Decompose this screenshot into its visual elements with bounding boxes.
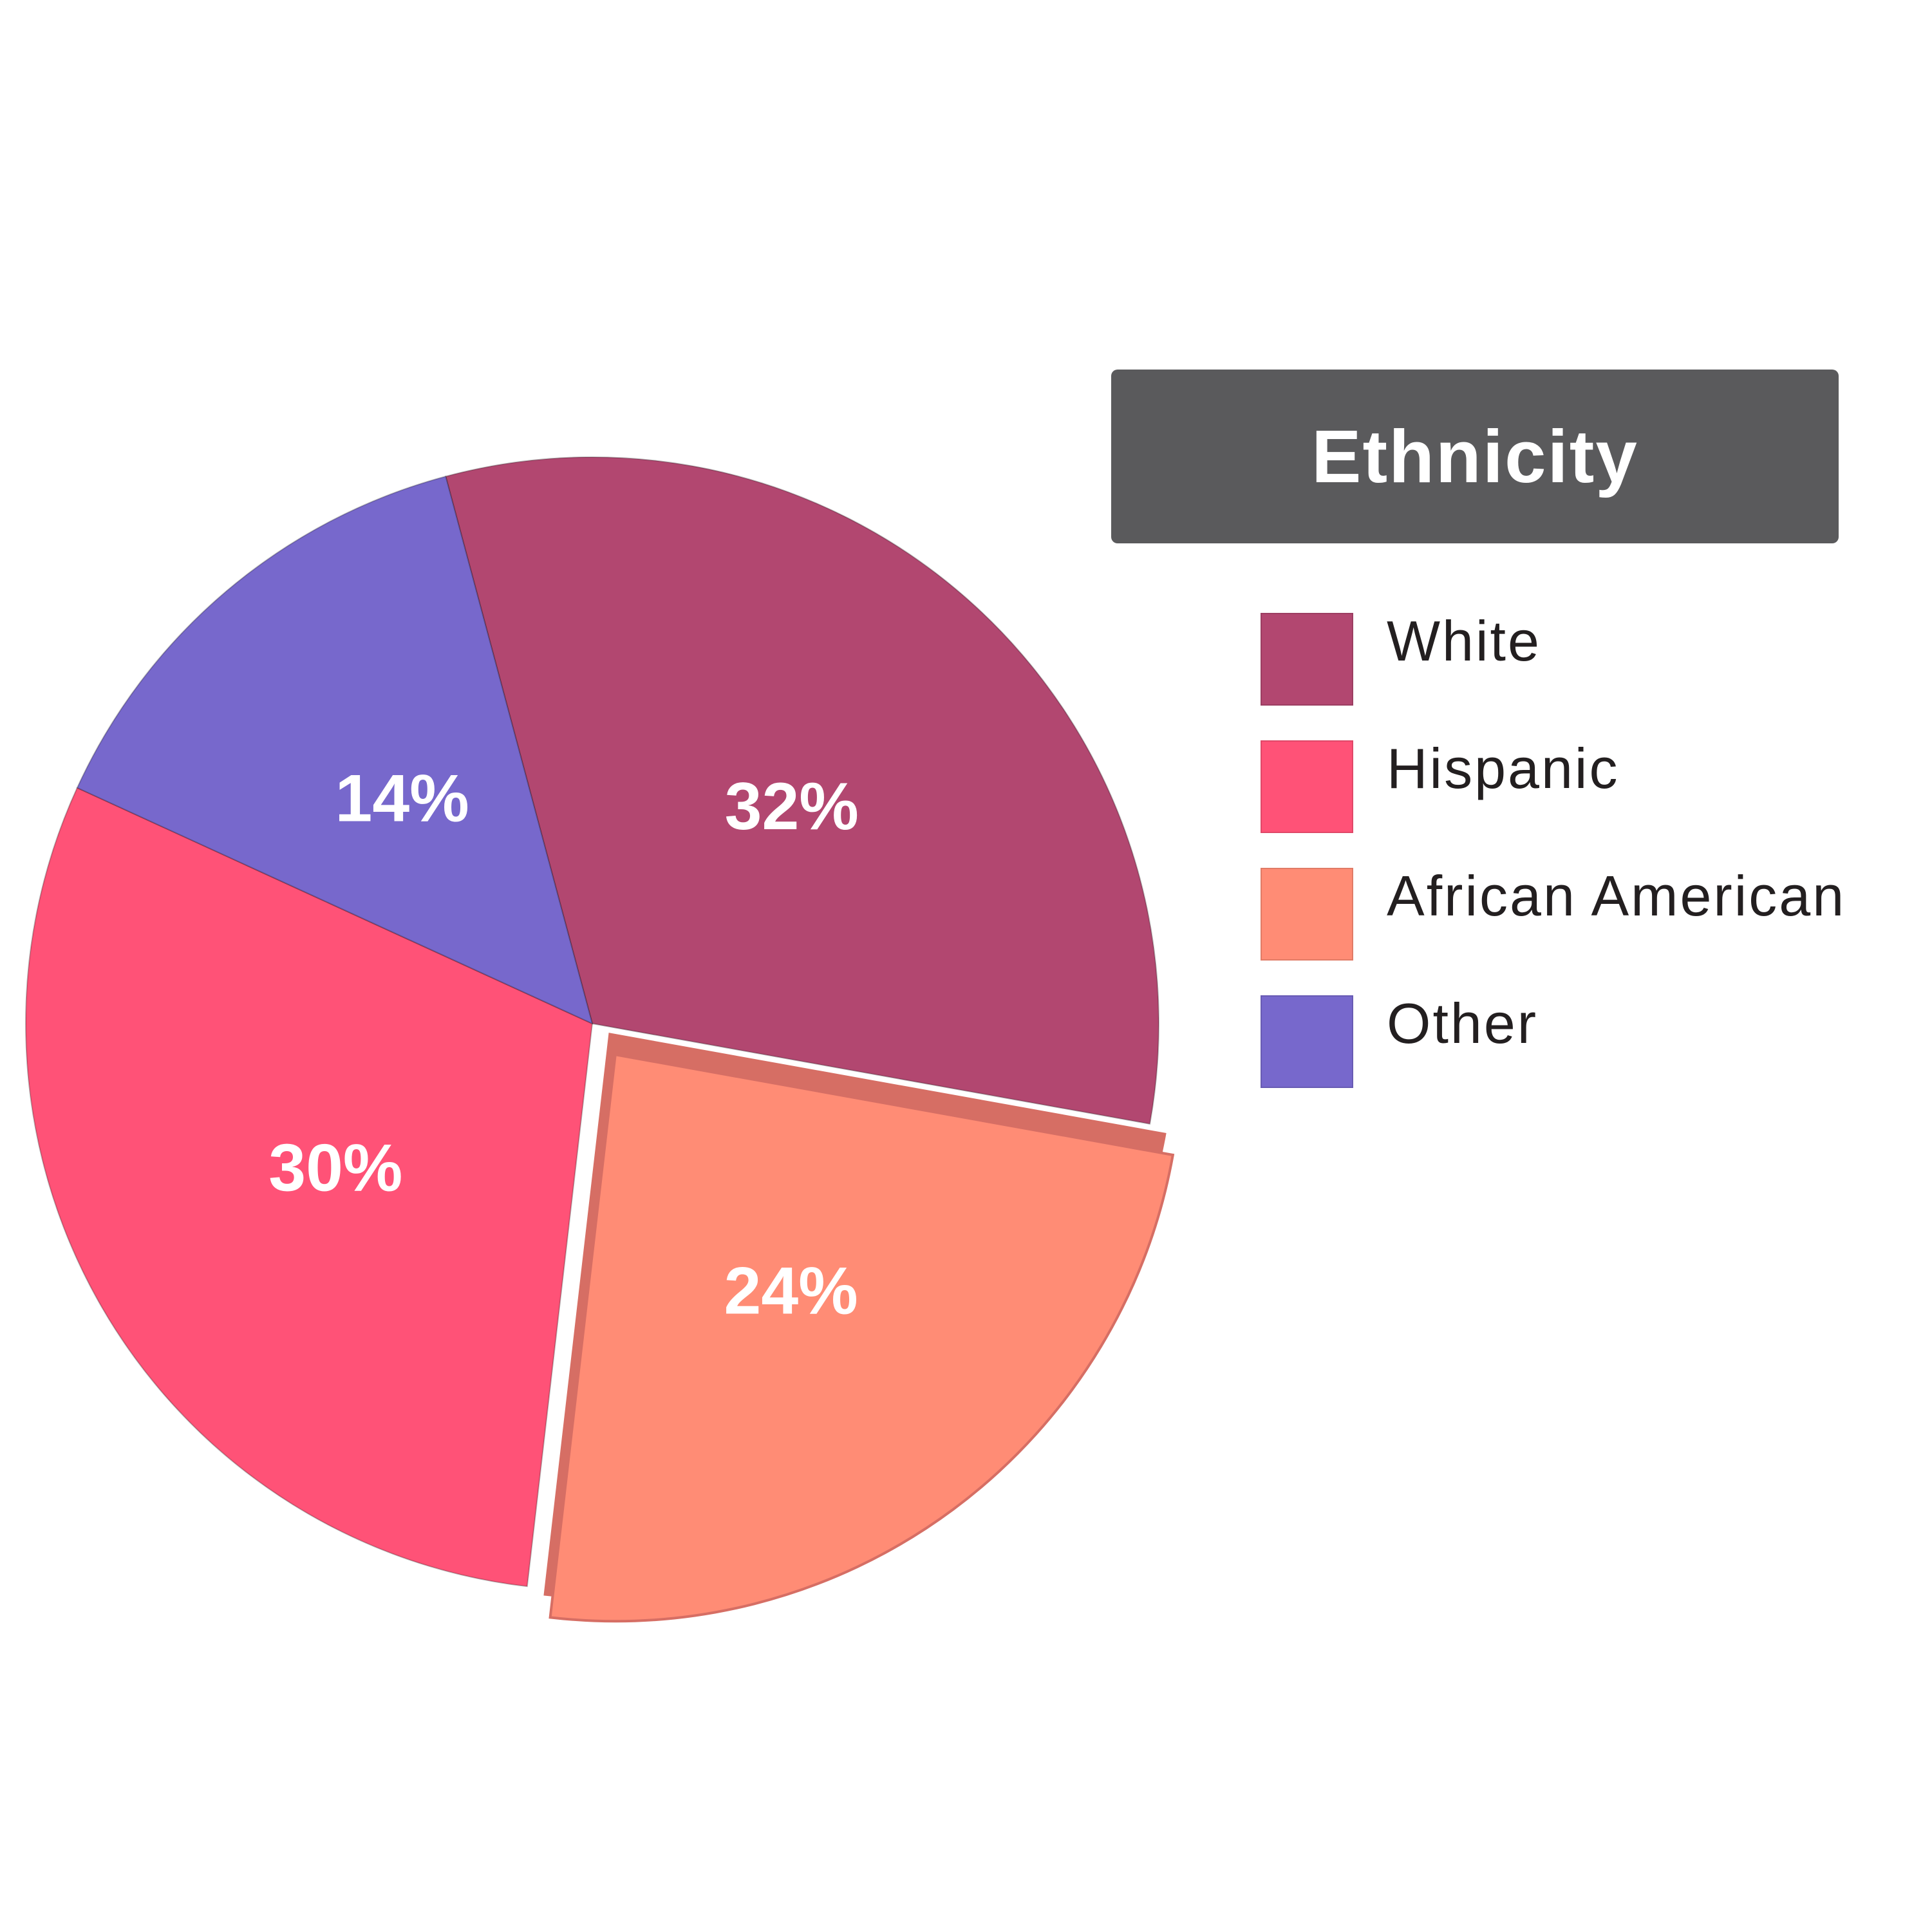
- legend-item-hispanic: Hispanic: [1261, 736, 1846, 833]
- legend-label-other: Other: [1387, 991, 1539, 1055]
- legend-title-box: Ethnicity: [1111, 370, 1839, 543]
- legend-label-hispanic: Hispanic: [1387, 736, 1620, 800]
- legend-swatch-african-american: [1261, 868, 1353, 961]
- pie-label-other: 14%: [335, 761, 469, 836]
- legend-label-white: White: [1387, 609, 1541, 673]
- legend-swatch-white: [1261, 613, 1353, 706]
- legend-item-african-american: African American: [1261, 864, 1846, 961]
- pie-slice-other: [76, 475, 594, 1025]
- legend: White Hispanic African American Other: [1261, 609, 1846, 1123]
- legend-item-white: White: [1261, 609, 1846, 706]
- pie-slices: [25, 456, 1175, 1623]
- legend-swatch-other: [1261, 995, 1353, 1088]
- pie-slice-white: [445, 456, 1159, 1125]
- pie-slice-hispanic: [25, 787, 594, 1588]
- pie-label-white: 32%: [725, 769, 859, 844]
- pie-labels: 32% 30% 14% 24%: [268, 761, 859, 1328]
- legend-item-other: Other: [1261, 991, 1846, 1088]
- legend-label-african-american: African American: [1387, 864, 1846, 928]
- pie-label-hispanic: 30%: [268, 1131, 402, 1206]
- legend-title: Ethnicity: [1311, 415, 1638, 498]
- pie-label-african-american: 24%: [724, 1254, 858, 1329]
- legend-swatch-hispanic: [1261, 740, 1353, 833]
- pie-slice-african-american: [549, 1053, 1175, 1623]
